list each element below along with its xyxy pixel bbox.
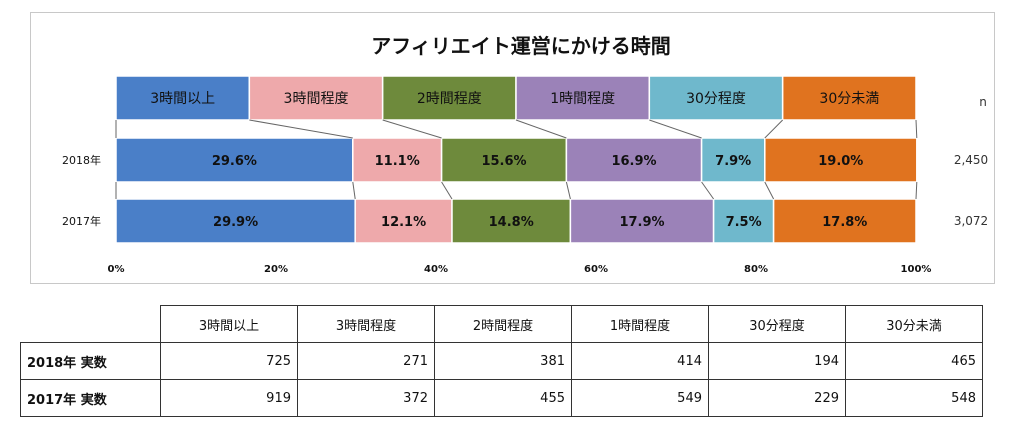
table-cell: 194 xyxy=(708,342,846,380)
bar-label-0-0: 29.6% xyxy=(212,154,257,169)
chart-title: アフィリエイト運営にかける時間 xyxy=(371,34,671,58)
bar-0-3 xyxy=(565,137,703,183)
connector-legend-6 xyxy=(915,119,918,139)
table-row: 2017年 実数 919 372 455 549 229 548 xyxy=(20,379,983,417)
connector-bars-4 xyxy=(701,181,715,200)
bar-0-2 xyxy=(440,137,568,183)
legend-label-3: 1時間程度 xyxy=(550,91,615,107)
bar-label-0-5: 19.0% xyxy=(818,154,863,169)
bar-label-0-2: 15.6% xyxy=(481,154,526,169)
n-value-0: 2,450 xyxy=(954,153,988,167)
n-header: n xyxy=(979,95,987,109)
connector-bars-3 xyxy=(565,181,571,200)
connector-bars-1 xyxy=(352,181,356,200)
bar-label-1-0: 29.9% xyxy=(213,215,258,230)
table-cell: 381 xyxy=(434,342,572,380)
bar-label-0-4: 7.9% xyxy=(715,154,751,169)
table-cell: 455 xyxy=(434,379,572,417)
bar-1-5 xyxy=(772,198,917,244)
legend-swatch-5 xyxy=(781,75,917,121)
table-row: 2018年 実数 725 271 381 414 194 465 xyxy=(20,342,983,380)
connector-bars-2 xyxy=(441,181,453,200)
x-tick-0: 0% xyxy=(108,264,125,275)
connector-bars-6 xyxy=(915,181,918,200)
table-cell: 549 xyxy=(571,379,709,417)
legend-swatch-2 xyxy=(381,75,517,121)
bar-label-1-4: 7.5% xyxy=(726,215,762,230)
connector-legend-4 xyxy=(649,119,702,139)
table-corner-cell xyxy=(20,305,161,343)
legend-label-0: 3時間以上 xyxy=(150,91,215,107)
table-header-cell: 30分程度 xyxy=(708,305,846,343)
bar-label-0-3: 16.9% xyxy=(611,154,656,169)
category-label-1: 2017年 xyxy=(62,214,101,228)
table-cell: 725 xyxy=(160,342,298,380)
table-header-cell: 30分未満 xyxy=(845,305,983,343)
bar-1-1 xyxy=(354,198,453,244)
bar-label-1-3: 17.9% xyxy=(619,215,664,230)
legend-label-1: 3時間程度 xyxy=(284,91,349,107)
legend-label-5: 30分未満 xyxy=(819,91,879,107)
x-tick-3: 60% xyxy=(584,264,608,275)
table-header-row: 3時間以上 3時間程度 2時間程度 1時間程度 30分程度 30分未満 xyxy=(20,305,983,343)
table-header-cell: 2時間程度 xyxy=(434,305,572,343)
bar-0-5 xyxy=(764,137,918,183)
bar-label-1-2: 14.8% xyxy=(489,215,534,230)
x-tick-1: 20% xyxy=(264,264,288,275)
connector-legend-2 xyxy=(382,119,442,139)
connector-bars-5 xyxy=(764,181,775,200)
table-cell: 414 xyxy=(571,342,709,380)
table-row-label: 2018年 実数 xyxy=(20,342,161,380)
connector-legend-1 xyxy=(249,119,353,139)
bar-1-3 xyxy=(569,198,715,244)
table-header-cell: 1時間程度 xyxy=(571,305,709,343)
x-tick-5: 100% xyxy=(901,264,932,275)
table-header-cell: 3時間以上 xyxy=(160,305,298,343)
bar-label-1-1: 12.1% xyxy=(381,215,426,230)
connector-legend-3 xyxy=(515,119,567,139)
table-row-label: 2017年 実数 xyxy=(20,379,161,417)
x-tick-4: 80% xyxy=(744,264,768,275)
bar-1-0 xyxy=(115,198,356,244)
category-label-0: 2018年 xyxy=(62,153,101,167)
legend-swatch-4 xyxy=(648,75,784,121)
bar-0-1 xyxy=(352,137,443,183)
connector-legend-5 xyxy=(764,119,784,139)
bar-label-1-5: 17.8% xyxy=(822,215,867,230)
table-cell: 372 xyxy=(297,379,435,417)
chart-frame: アフィリエイト運営にかける時間 3時間以上 3時間程度 2時間程度 1時間程度 30分程度… xyxy=(30,12,995,284)
table-header-cell: 3時間程度 xyxy=(297,305,435,343)
table-cell: 465 xyxy=(845,342,983,380)
legend-label-4: 30分程度 xyxy=(686,91,746,107)
stacked-bar-chart: アフィリエイト運営にかける時間 3時間以上 3時間程度 2時間程度 1時間程度 30分程度… xyxy=(62,34,988,275)
data-table: 3時間以上 3時間程度 2時間程度 1時間程度 30分程度 30分未満 2018年 実数 72… xyxy=(20,305,983,417)
table-cell: 919 xyxy=(160,379,298,417)
legend-swatch-0 xyxy=(115,75,251,121)
n-value-1: 3,072 xyxy=(954,214,988,228)
bar-0-0 xyxy=(115,137,354,183)
bar-1-4 xyxy=(712,198,775,244)
table-cell: 548 xyxy=(845,379,983,417)
legend-swatch-1 xyxy=(248,75,384,121)
legend-label-2: 2時間程度 xyxy=(417,91,482,107)
x-tick-2: 40% xyxy=(424,264,448,275)
table-cell: 271 xyxy=(297,342,435,380)
bar-label-0-1: 11.1% xyxy=(375,154,420,169)
table-cell: 229 xyxy=(708,379,846,417)
